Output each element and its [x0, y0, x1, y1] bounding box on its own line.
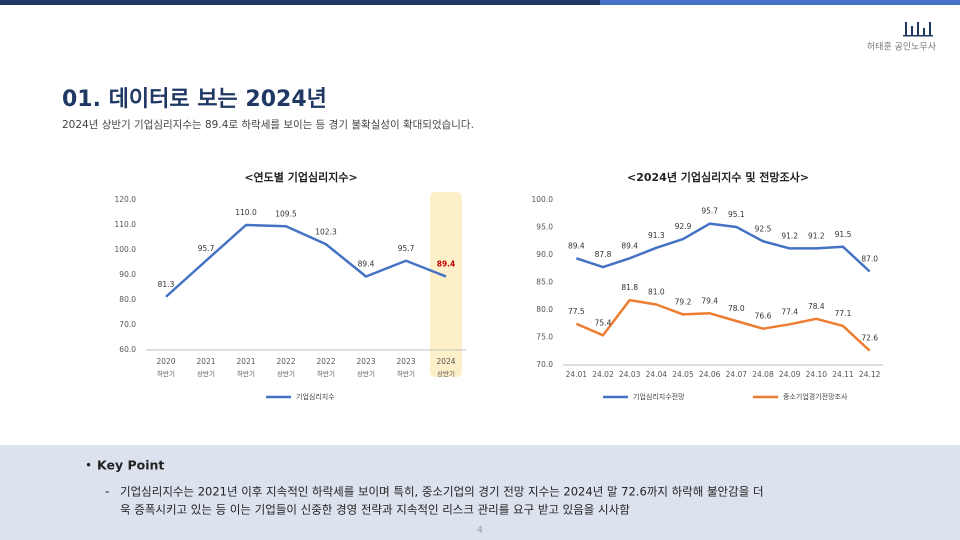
x-tick-label: 상반기	[197, 369, 215, 378]
key-point-heading: Key Point	[97, 458, 164, 473]
x-tick-label: 상반기	[437, 369, 455, 378]
logo-icon	[903, 22, 933, 37]
x-tick-label: 24.08	[752, 370, 774, 379]
x-tick-label: 2024	[436, 357, 455, 366]
x-tick-label: 24.12	[859, 370, 881, 379]
data-label: 77.1	[835, 309, 852, 318]
data-label: 76.6	[755, 312, 772, 321]
x-tick-label: 24.10	[806, 370, 828, 379]
y-tick-label: 100.0	[532, 195, 554, 204]
legend-label: 기업심리지수전망	[633, 392, 685, 401]
y-tick-label: 90.0	[119, 270, 136, 279]
data-label: 79.2	[675, 297, 692, 306]
x-tick-label: 24.02	[592, 370, 614, 379]
line-series	[165, 223, 447, 298]
data-label: 91.2	[808, 231, 825, 240]
x-tick-label: 2021	[236, 357, 255, 366]
data-label: 87.0	[861, 255, 878, 264]
y-tick-label: 75.0	[536, 333, 553, 342]
x-tick-label: 24.06	[699, 370, 721, 379]
data-label: 92.5	[755, 224, 772, 233]
data-label: 110.0	[235, 208, 257, 217]
x-tick-label: 2022	[276, 357, 295, 366]
y-tick-label: 70.0	[119, 320, 136, 329]
data-label: 109.5	[275, 209, 297, 218]
logo-text: 허태훈 공인노무사	[867, 41, 937, 53]
data-label: 72.6	[861, 334, 878, 343]
line-series	[575, 298, 871, 352]
x-tick-label: 24.05	[672, 370, 694, 379]
y-tick-label: 60.0	[119, 345, 136, 354]
slide-subtitle: 2024년 상반기 기업심리지수는 89.4로 하락세를 보이는 등 경기 불확…	[62, 118, 474, 131]
x-tick-label: 상반기	[357, 369, 375, 378]
data-label: 91.2	[781, 231, 798, 240]
x-tick-label: 하반기	[317, 369, 335, 378]
data-label: 89.4	[358, 260, 375, 269]
y-tick-label: 95.0	[536, 223, 553, 232]
y-tick-label: 90.0	[536, 250, 553, 259]
data-label: 91.3	[648, 231, 665, 240]
chart-title: <2024년 기업심리지수 및 전망조사>	[627, 170, 809, 184]
highlight-band	[430, 192, 462, 377]
dash: -	[105, 485, 109, 499]
data-label: 95.1	[728, 210, 745, 219]
data-label: 77.5	[568, 307, 585, 316]
data-label: 95.7	[398, 244, 415, 253]
y-tick-label: 120.0	[115, 195, 137, 204]
y-tick-label: 85.0	[536, 278, 553, 287]
x-tick-label: 하반기	[237, 369, 255, 378]
x-tick-label: 24.03	[619, 370, 641, 379]
page-number: 4	[477, 526, 483, 536]
data-label: 102.3	[315, 227, 337, 236]
data-label: 79.4	[701, 296, 718, 305]
data-label: 91.5	[835, 230, 852, 239]
y-tick-label: 80.0	[536, 305, 553, 314]
data-label: 81.8	[621, 283, 638, 292]
legend-label: 기업심리지수	[296, 392, 335, 401]
data-label: 77.4	[781, 307, 798, 316]
chart-title: <연도별 기업심리지수>	[244, 170, 357, 184]
x-tick-label: 2022	[316, 357, 335, 366]
y-tick-label: 80.0	[119, 295, 136, 304]
data-label: 78.4	[808, 302, 825, 311]
x-tick-label: 2020	[156, 357, 175, 366]
x-tick-label: 하반기	[157, 369, 175, 378]
key-point-line: 기업심리지수는 2021년 이후 지속적인 하락세를 보이며 특히, 중소기업의…	[120, 485, 764, 499]
bullet: •	[85, 459, 92, 473]
data-label: 81.3	[158, 280, 175, 289]
key-point-line: 욱 증폭시키고 있는 등 이는 기업들이 신중한 경영 전략과 지속적인 리스크…	[120, 503, 630, 517]
x-tick-label: 24.04	[646, 370, 668, 379]
data-label: 89.4	[437, 260, 456, 269]
key-point-panel	[0, 445, 960, 540]
data-label: 89.4	[621, 241, 638, 250]
data-label: 87.8	[595, 250, 612, 259]
legend-label: 중소기업경기전망조사	[783, 392, 848, 401]
x-tick-label: 24.11	[832, 370, 854, 379]
y-tick-label: 110.0	[115, 220, 137, 229]
x-tick-label: 2023	[396, 357, 415, 366]
line-series	[575, 222, 871, 273]
y-tick-label: 70.0	[536, 360, 553, 369]
data-label: 78.0	[728, 304, 745, 313]
x-tick-label: 24.09	[779, 370, 801, 379]
x-tick-label: 상반기	[277, 369, 295, 378]
data-label: 92.9	[675, 222, 692, 231]
x-tick-label: 2021	[196, 357, 215, 366]
top-bar-accent	[600, 0, 960, 5]
x-tick-label: 2023	[356, 357, 375, 366]
slide-title: 01. 데이터로 보는 2024년	[62, 87, 327, 112]
data-label: 75.4	[595, 318, 612, 327]
data-label: 95.7	[198, 244, 215, 253]
data-label: 95.7	[701, 207, 718, 216]
data-label: 81.0	[648, 288, 665, 297]
x-tick-label: 24.07	[726, 370, 748, 379]
x-tick-label: 하반기	[397, 369, 415, 378]
y-tick-label: 100.0	[115, 245, 137, 254]
x-tick-label: 24.01	[566, 370, 588, 379]
data-label: 89.4	[568, 241, 585, 250]
top-bar	[0, 0, 600, 5]
